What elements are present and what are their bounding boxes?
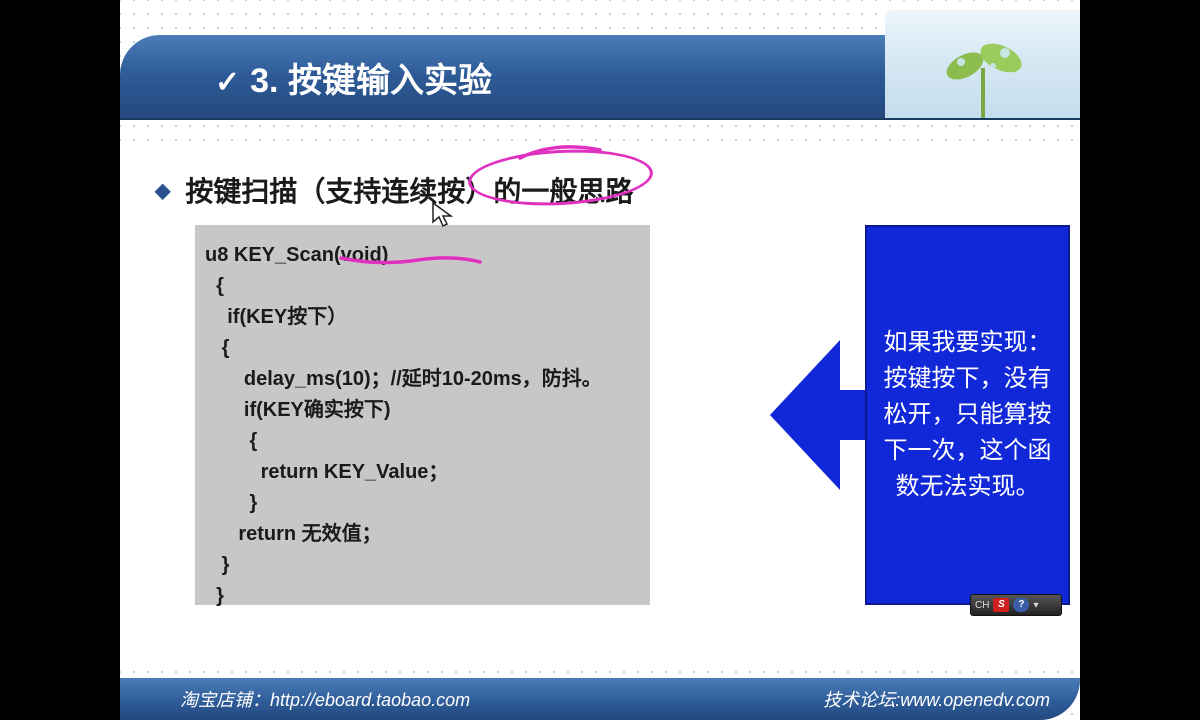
check-icon: ✓ <box>215 66 240 99</box>
bullet-text-after: ）的一般思路 <box>465 170 633 210</box>
header-title: ✓ 3. 按键输入实验 <box>215 53 492 102</box>
ime-chevron-icon[interactable]: ▾ <box>1033 600 1038 611</box>
ime-ch: CH <box>975 600 989 611</box>
footer-left-label: 淘宝店铺： <box>180 690 270 710</box>
ime-s-icon[interactable]: S <box>993 598 1009 612</box>
callout-box: 如果我要实现：按键按下，没有松开，只能算按下一次，这个函数无法实现。 <box>865 225 1070 605</box>
footer-right-url: www.openedv.com <box>900 690 1050 710</box>
footer-left: 淘宝店铺：http://eboard.taobao.com <box>180 686 470 712</box>
code-text: u8 KEY_Scan(void) { if(KEY按下） { delay_ms… <box>205 240 640 612</box>
content-area: ◆ 按键扫描（支持连续按）的一般思路 u8 KEY_Scan(void) { i… <box>120 150 1080 670</box>
callout-text: 如果我要实现：按键按下，没有松开，只能算按下一次，这个函数无法实现。 <box>882 325 1053 505</box>
ime-help-icon[interactable]: ? <box>1013 598 1029 612</box>
footer-right: 技术论坛:www.openedv.com <box>823 686 1050 712</box>
callout: 如果我要实现：按键按下，没有松开，只能算按下一次，这个函数无法实现。 <box>770 225 1070 605</box>
footer-left-url: http://eboard.taobao.com <box>270 690 470 710</box>
callout-arrow-icon <box>770 340 840 490</box>
header: ✓ 3. 按键输入实验 <box>120 35 1080 120</box>
diamond-icon: ◆ <box>155 178 170 203</box>
ime-toolbar[interactable]: CH S ? ▾ <box>970 594 1062 616</box>
footer-right-label: 技术论坛: <box>823 690 900 710</box>
title-text: 3. 按键输入实验 <box>250 62 492 100</box>
bullet-heading: ◆ 按键扫描（支持连续按）的一般思路 <box>155 170 1045 210</box>
footer: 淘宝店铺：http://eboard.taobao.com 技术论坛:www.o… <box>120 678 1080 720</box>
header-image <box>885 10 1080 118</box>
sprout-icon <box>923 18 1043 118</box>
bullet-text-before: 按键扫描（ <box>185 170 325 210</box>
code-block: u8 KEY_Scan(void) { if(KEY按下） { delay_ms… <box>195 225 650 605</box>
slide: ✓ 3. 按键输入实验 ◆ 按键扫描（支持连续按）的一般思路 u8 KEY_Sca… <box>120 0 1080 720</box>
bullet-text-highlight: 支持连续按 <box>325 170 465 210</box>
